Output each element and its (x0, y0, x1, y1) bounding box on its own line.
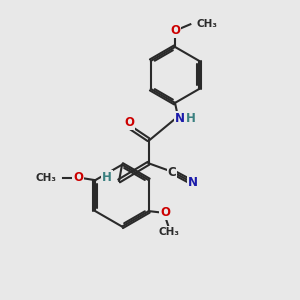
Text: O: O (160, 206, 170, 219)
Text: CH₃: CH₃ (36, 173, 57, 183)
Text: H: H (102, 171, 112, 184)
Text: O: O (124, 116, 134, 129)
Text: O: O (170, 24, 180, 37)
Text: N: N (188, 176, 198, 189)
Text: CH₃: CH₃ (197, 19, 218, 29)
Text: H: H (186, 112, 196, 125)
Text: CH₃: CH₃ (158, 227, 179, 237)
Text: N: N (174, 112, 184, 125)
Text: O: O (73, 171, 83, 184)
Text: C: C (168, 166, 176, 178)
